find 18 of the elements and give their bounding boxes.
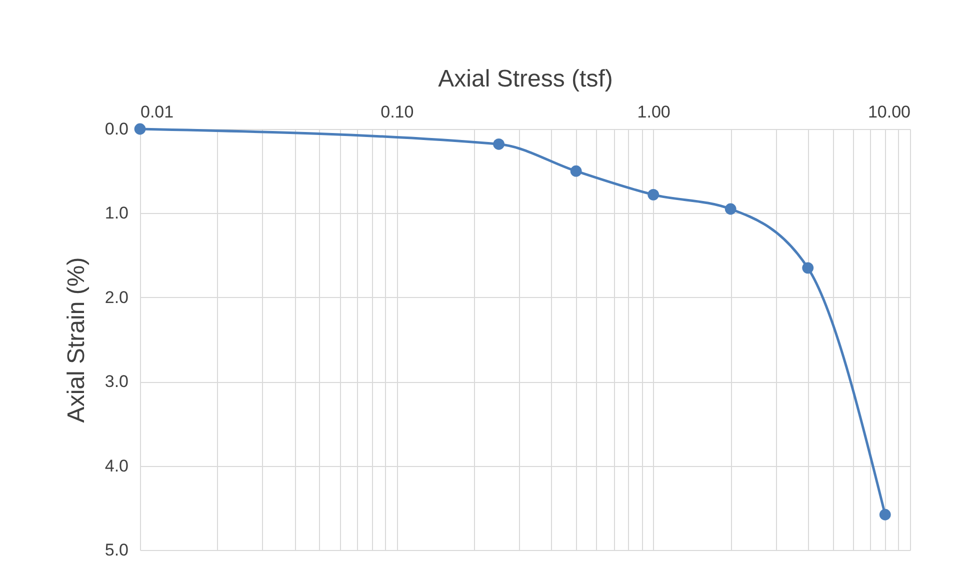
point (570, 165, 582, 177)
y-tick-label: 5.0 (104, 540, 128, 560)
x-tick-label: 10.00 (868, 102, 910, 122)
x-tick-label: 0.10 (380, 102, 414, 122)
point (648, 188, 660, 200)
x-tick-label: 0.01 (140, 102, 174, 122)
point (802, 262, 814, 274)
y-axis-title: Axial Strain (%) (62, 257, 90, 423)
point (493, 138, 505, 150)
point (724, 203, 736, 215)
x-tick-label: 1.00 (637, 102, 670, 122)
x-axis-title: Axial Stress (tsf) (438, 66, 613, 92)
point (879, 508, 891, 520)
y-tick-label: 2.0 (104, 288, 128, 307)
y-tick-label: 1.0 (104, 204, 128, 223)
y-tick-label: 4.0 (104, 456, 128, 476)
y-tick-label: 3.0 (104, 372, 128, 392)
y-tick-label: 0.0 (104, 120, 128, 138)
